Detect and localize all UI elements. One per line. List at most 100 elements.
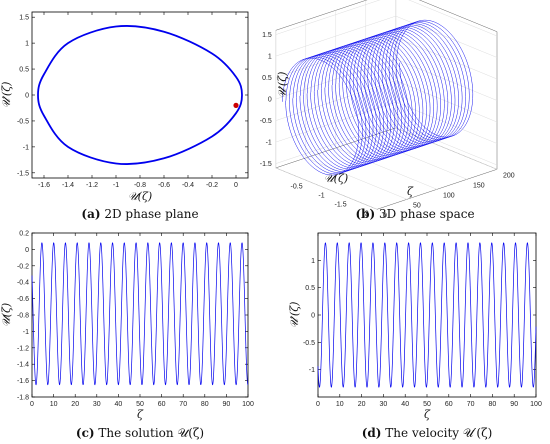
v-tick-label: -0.5 (260, 118, 272, 125)
panel-b-u-label: 𝒰(ζ) (324, 172, 348, 185)
helix-loop (378, 25, 456, 144)
y-tick-label: -1.8 (17, 395, 29, 402)
helix-loop (292, 54, 370, 172)
y-tick-label: -0.8 (17, 313, 29, 320)
y-tick-label: -0.6 (17, 296, 29, 303)
panel-c: 0 10 20 30 40 50 60 70 80 90 100 -1.8 -1.6 -1.4 -1.2 -1… (0, 231, 254, 422)
grid-line (365, 0, 468, 180)
v-tick-label: 1 (268, 54, 272, 61)
y-tick-label: 0.2 (19, 231, 29, 238)
helix-loop (299, 51, 377, 170)
x-tick-label: 70 (179, 401, 187, 408)
caption-c: (c) The solution 𝒰(ζ) (76, 426, 204, 440)
y-tick-label: -0.5 (303, 340, 315, 347)
zeta-tick-label: 100 (443, 192, 455, 199)
y-tick-label: 0.5 (19, 67, 29, 74)
panel-d-plot (317, 242, 537, 388)
helix-loop (346, 36, 424, 154)
helix-loop (282, 57, 360, 176)
helix-loop (364, 30, 441, 149)
x-tick-label: 60 (158, 401, 166, 408)
u-tick-label: -1 (318, 193, 324, 200)
y-tick-label: -0.2 (17, 263, 29, 270)
helix-loop (335, 40, 413, 158)
series-line (31, 242, 249, 386)
v-tick-label: -1.5 (260, 161, 272, 168)
x-tick-label: 90 (223, 401, 231, 408)
helix-loop (371, 28, 449, 146)
y-tick-label: 0.5 (305, 285, 315, 292)
x-tick-label: 80 (201, 401, 209, 408)
panel-b-zeta-label: ζ (407, 185, 414, 198)
x-tick-label: 50 (136, 401, 144, 408)
helix-loop (392, 21, 470, 139)
helix-loop (317, 45, 395, 164)
caption-d-text: The velocity 𝒰′(ζ) (381, 426, 492, 440)
panel-b-plot (282, 19, 474, 176)
panel-b: 0 50 100 150 200 -0.5 -1 -1.5 -2 -1.5 -1 -0.5 0 0.5 1 1… (260, 0, 515, 219)
equilibrium-point (233, 102, 239, 108)
v-tick-label: 0 (268, 97, 272, 104)
helix-loop (360, 31, 438, 150)
y-tick-label: 1 (311, 258, 315, 265)
x-tick-label: 0 (234, 182, 238, 189)
x-tick-label: 10 (50, 401, 58, 408)
caption-a: (a) 2D phase plane (81, 207, 198, 221)
grid-line (395, 0, 498, 170)
caption-a-text: 2D phase plane (101, 207, 199, 221)
grid-line (275, 0, 498, 37)
panel-d-ylabel: 𝒰′(ζ) (288, 302, 301, 329)
box-edge (275, 0, 368, 31)
x-tick-label: -0.6 (158, 182, 170, 189)
x-tick-label: 70 (467, 401, 475, 408)
box-edge (418, 0, 498, 32)
y-tick-label: -1.5 (17, 170, 29, 177)
helix-loop (389, 22, 466, 140)
helix-loop (321, 44, 399, 163)
caption-c-tag: (c) (76, 426, 95, 440)
panel-a-xlabel: 𝒰(ζ) (128, 190, 152, 203)
x-tick-label: 0 (316, 401, 320, 408)
y-tick-label: 1 (25, 41, 29, 48)
helix-loop (303, 50, 381, 169)
x-tick-label: 60 (445, 401, 453, 408)
x-tick-label: 100 (242, 401, 254, 408)
caption-d-tag: (d) (362, 426, 382, 440)
helix-loop (339, 38, 417, 157)
helix-loop (307, 49, 384, 168)
y-tick-label: 1.5 (19, 15, 29, 22)
panel-a: -1.6 -1.4 -1.2 -1 -0.8 -0.6 -0.4 -0.2 0 -1.5 -1 -0.… (0, 11, 249, 203)
panel-d-ticks: 0 10 20 30 40 50 60 70 80 90 100 -1 -0.5 0 0.5 1 (303, 233, 542, 408)
x-tick-label: -1.2 (86, 182, 98, 189)
y-tick-label: 0 (25, 93, 29, 100)
x-tick-label: 10 (336, 401, 344, 408)
helix-loop (396, 19, 474, 138)
x-tick-label: 20 (71, 401, 79, 408)
u-tick-label: -2 (362, 211, 368, 218)
y-tick-label: -1 (23, 329, 29, 336)
panel-c-xlabel: ζ (137, 408, 144, 421)
x-tick-label: 30 (93, 401, 101, 408)
panel-d-xlabel: ζ (424, 408, 431, 421)
helix-loop (367, 29, 445, 147)
panel-c-ylabel: 𝒰(ζ) (0, 303, 13, 327)
helix-loop (356, 32, 434, 151)
helix-loop (353, 34, 431, 152)
x-tick-label: 0 (30, 401, 34, 408)
caption-c-text: The solution 𝒰(ζ) (95, 426, 205, 440)
x-tick-label: -0.8 (134, 182, 146, 189)
x-tick-label: 50 (423, 401, 431, 408)
grid-line (275, 30, 378, 210)
panel-a-frame (31, 11, 249, 179)
y-tick-label: -0.5 (17, 118, 29, 125)
grid-line (305, 20, 408, 200)
zeta-tick-label: 150 (473, 182, 485, 189)
x-tick-label: -0.4 (182, 182, 194, 189)
x-tick-label: -1.4 (62, 182, 74, 189)
helix-loop (285, 56, 363, 175)
x-tick-label: 30 (380, 401, 388, 408)
y-tick-label: -1 (309, 367, 315, 374)
helix-loop (385, 23, 463, 141)
zeta-tick-label: 200 (503, 172, 515, 179)
